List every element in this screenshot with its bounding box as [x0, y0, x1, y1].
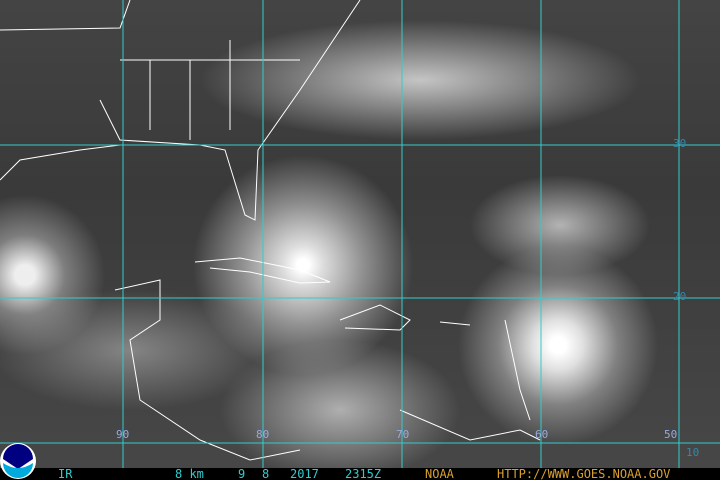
lon-label-80: 80 [256, 428, 270, 441]
noaa-logo [0, 443, 36, 479]
lat-label-20: 20 [673, 290, 687, 303]
info-bar: IR 8 km 9 8 2017 2315Z NOAA HTTP://WWW.G… [0, 468, 720, 480]
coastlines [0, 0, 541, 461]
day: 8 [262, 467, 270, 480]
lon-label-70: 70 [396, 428, 410, 441]
year: 2017 [290, 467, 319, 480]
lat-lon-grid [0, 0, 720, 468]
time: 2315Z [345, 467, 382, 480]
satellite-imagery [0, 0, 720, 468]
month: 9 [238, 467, 246, 480]
agency: NOAA [425, 467, 454, 480]
lat-label-30: 30 [673, 137, 687, 150]
channel: IR [58, 467, 73, 480]
overlay [0, 0, 720, 468]
noaa-logo-icon [1, 444, 35, 478]
lat-label-10: 10 [686, 446, 700, 459]
lon-label-60: 60 [535, 428, 549, 441]
url: HTTP://WWW.GOES.NOAA.GOV [497, 467, 671, 480]
resolution: 8 km [175, 467, 204, 480]
lon-label-90: 90 [116, 428, 130, 441]
lon-label-50: 50 [664, 428, 678, 441]
